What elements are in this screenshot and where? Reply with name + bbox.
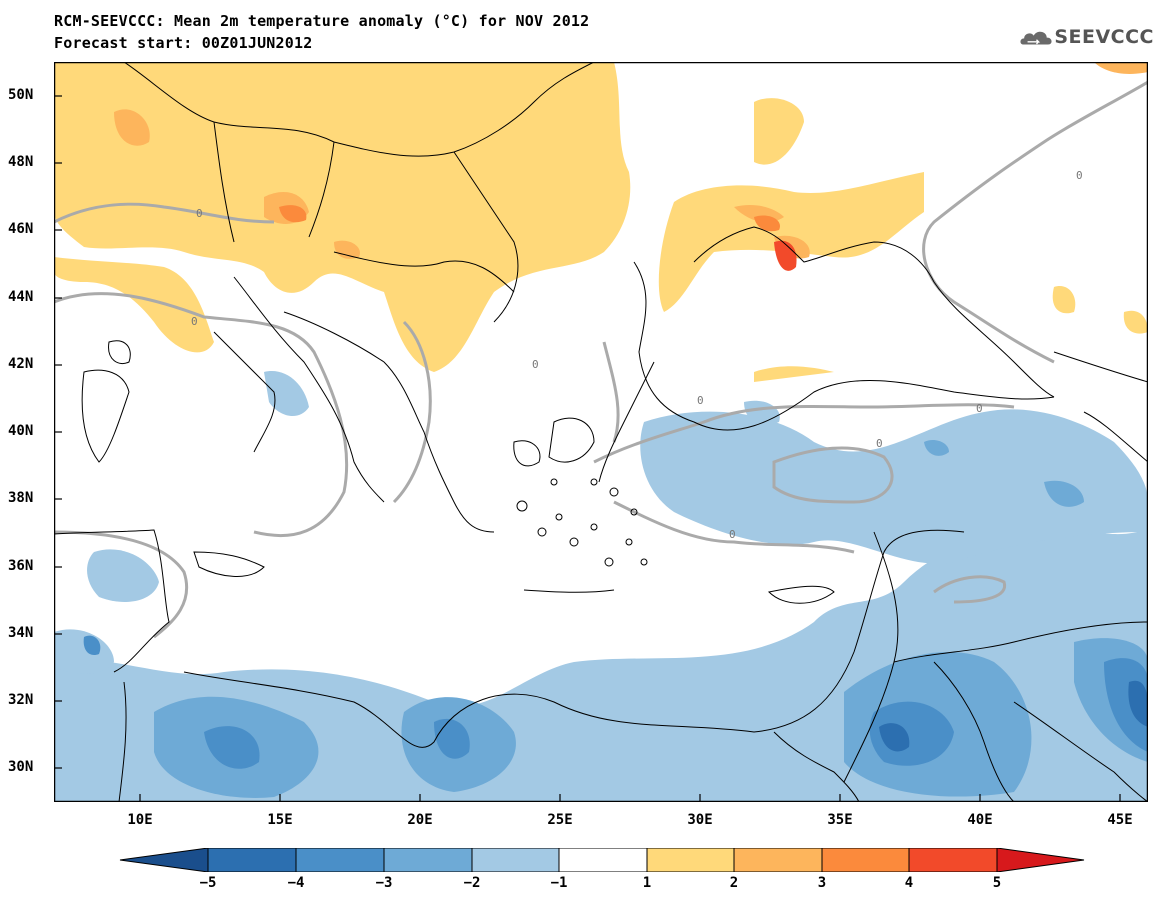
lat-label: 40N	[8, 423, 34, 439]
map-title: RCM-SEEVCCC: Mean 2m temperature anomaly…	[54, 12, 590, 30]
axis-ticks	[54, 95, 1121, 802]
contour-label: 0	[532, 358, 539, 371]
contour-label: 0	[1076, 169, 1083, 182]
lat-label: 30N	[8, 759, 34, 775]
lat-label: 50N	[8, 87, 34, 103]
lat-label: 42N	[8, 356, 34, 372]
seevccc-logo: SEEVCCC	[1018, 20, 1154, 54]
colorbar-segment	[119, 848, 209, 872]
colorbar-segments	[119, 848, 1085, 872]
colorbar-label: 1	[642, 875, 652, 891]
lon-label: 20E	[407, 812, 433, 828]
colorbar-segment	[471, 848, 560, 872]
lat-label: 34N	[8, 625, 34, 641]
cloud-icon	[1020, 31, 1052, 45]
lat-label: 44N	[8, 289, 34, 305]
map-panel: 0 0 0 0 0 0 0 0	[54, 62, 1148, 802]
contour-label: 0	[876, 437, 883, 450]
lat-label: 36N	[8, 558, 34, 574]
contour-label: 0	[976, 402, 983, 415]
lat-label: 32N	[8, 692, 34, 708]
lat-label: 38N	[8, 490, 34, 506]
colorbar-segment	[908, 848, 998, 872]
contour-label: 0	[729, 528, 736, 541]
coastlines	[54, 62, 1148, 802]
colorbar-label: −5	[199, 875, 217, 891]
lon-label: 35E	[827, 812, 853, 828]
lon-label: 10E	[127, 812, 153, 828]
lat-label: 46N	[8, 221, 34, 237]
lat-label: 48N	[8, 154, 34, 170]
lon-label: 45E	[1107, 812, 1133, 828]
lon-label: 15E	[267, 812, 293, 828]
lon-label: 40E	[967, 812, 993, 828]
colorbar-segment	[207, 848, 297, 872]
lon-label: 25E	[547, 812, 573, 828]
colorbar-label: −3	[375, 875, 393, 891]
negative-anomaly-fill	[54, 200, 1148, 802]
lon-label: 30E	[687, 812, 713, 828]
colorbar	[119, 848, 1085, 872]
colorbar-label: 4	[904, 875, 914, 891]
colorbar-segment	[821, 848, 910, 872]
colorbar-segment	[646, 848, 735, 872]
contour-label: 0	[191, 315, 198, 328]
logo-text: SEEVCCC	[1054, 26, 1154, 48]
colorbar-label: 3	[817, 875, 827, 891]
colorbar-segment	[383, 848, 473, 872]
colorbar-segment	[996, 848, 1085, 872]
colorbar-segment	[558, 848, 648, 872]
colorbar-label: −1	[550, 875, 568, 891]
colorbar-segment	[295, 848, 385, 872]
positive-anomaly-fill	[54, 62, 1148, 382]
colorbar-label: −4	[287, 875, 305, 891]
colorbar-segment	[733, 848, 823, 872]
contour-label: 0	[697, 394, 704, 407]
colorbar-label: −2	[463, 875, 481, 891]
zero-contour-lines	[54, 80, 1148, 639]
aegean-islands	[516, 478, 648, 567]
colorbar-label: 5	[992, 875, 1002, 891]
contour-label: 0	[196, 207, 203, 220]
colorbar-label: 2	[729, 875, 739, 891]
forecast-start-label: Forecast start: 00Z01JUN2012	[54, 34, 313, 52]
